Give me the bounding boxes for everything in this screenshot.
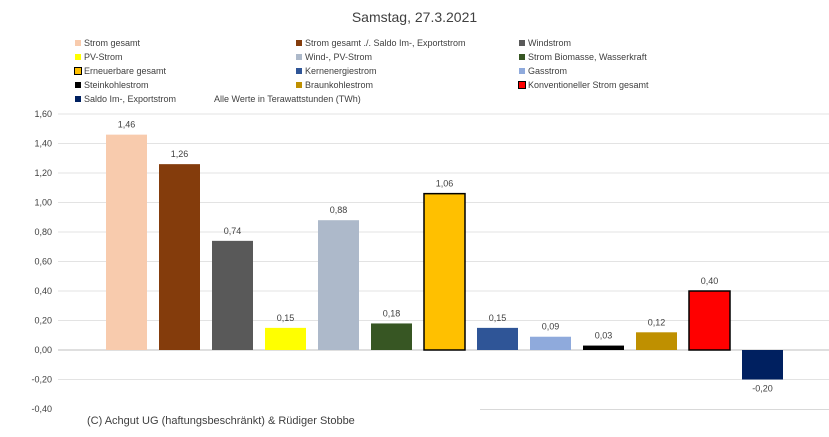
legend-label: Strom gesamt ./. Saldo Im-, Exportstrom — [305, 38, 466, 48]
data-label: 0,40 — [701, 276, 719, 286]
legend-swatch — [519, 54, 525, 60]
y-tick-label: 1,00 — [34, 198, 52, 208]
bar — [477, 327, 518, 350]
unit-note: Alle Werte in Terawattstunden (TWh) — [214, 94, 361, 104]
legend-item: Saldo Im-, Exportstrom — [75, 94, 176, 104]
chart-title: Samstag, 27.3.2021 — [351, 9, 478, 25]
legend-swatch — [296, 68, 302, 74]
bar — [423, 192, 466, 351]
y-tick-label: 1,20 — [34, 168, 52, 178]
bar — [106, 134, 147, 350]
copyright-notice: (C) Achgut UG (haftungsbeschränkt) & Rüd… — [87, 415, 355, 427]
legend-swatch — [75, 96, 81, 102]
y-tick-label: 0,00 — [34, 345, 52, 355]
legend-item: Gasstrom — [519, 66, 567, 76]
legend-item: Braunkohlestrom — [296, 80, 373, 90]
y-tick-label: 0,20 — [34, 316, 52, 326]
legend-label: Strom gesamt — [84, 38, 141, 48]
legend-item: Konventioneller Strom gesamt — [518, 80, 649, 90]
bar — [636, 332, 677, 350]
legend-swatch — [74, 67, 82, 75]
y-tick-label: 0,80 — [34, 227, 52, 237]
data-label: 0,09 — [542, 322, 560, 332]
legend-label: Windstrom — [528, 38, 572, 48]
y-tick-label: 1,40 — [34, 139, 52, 149]
footer-divider — [480, 409, 829, 410]
legend-swatch — [519, 68, 525, 74]
legend-label: Saldo Im-, Exportstrom — [84, 94, 177, 104]
data-label: 0,18 — [383, 308, 401, 318]
legend-item: Strom gesamt — [75, 38, 140, 48]
data-label: 0,15 — [277, 313, 295, 323]
legend-item: Kernenergiestrom — [296, 66, 377, 76]
bar — [742, 350, 783, 380]
bar — [530, 336, 571, 350]
y-tick-label: 0,60 — [34, 257, 52, 267]
legend-label: Konventioneller Strom gesamt — [528, 80, 649, 90]
legend-label: Braunkohlestrom — [305, 80, 374, 90]
bar — [159, 164, 200, 350]
data-label: -0,20 — [752, 384, 773, 394]
legend-swatch — [519, 40, 525, 46]
data-label: 0,15 — [489, 313, 507, 323]
legend-label: Strom Biomasse, Wasserkraft — [528, 52, 647, 62]
data-label: 0,12 — [648, 317, 666, 327]
legend-swatch — [518, 81, 526, 89]
data-label: 0,74 — [224, 226, 242, 236]
bar — [583, 345, 624, 350]
data-label: 0,88 — [330, 205, 348, 215]
legend-swatch — [75, 40, 81, 46]
legend-swatch — [296, 82, 302, 88]
data-label: 1,26 — [171, 149, 189, 159]
y-tick-label: -0,40 — [31, 404, 52, 414]
legend-item: Windstrom — [519, 38, 571, 48]
data-label: 1,06 — [436, 179, 454, 189]
legend-swatch — [75, 82, 81, 88]
data-label: 0,03 — [595, 331, 613, 341]
legend-item: Strom Biomasse, Wasserkraft — [519, 52, 647, 62]
legend-item: Steinkohlestrom — [75, 80, 149, 90]
legend-label: Steinkohlestrom — [84, 80, 149, 90]
legend-item: Strom gesamt ./. Saldo Im-, Exportstrom — [296, 38, 466, 48]
legend-swatch — [296, 40, 302, 46]
bar — [318, 220, 359, 350]
legend-item: PV-Strom — [75, 52, 123, 62]
y-tick-label: 0,40 — [34, 286, 52, 296]
legend-label: Wind-, PV-Strom — [305, 52, 373, 62]
legend-item: Erneuerbare gesamt — [74, 66, 167, 76]
legend-label: Gasstrom — [528, 66, 568, 76]
bar — [212, 240, 253, 350]
bar — [371, 323, 412, 350]
legend-label: PV-Strom — [84, 52, 123, 62]
bar — [688, 290, 731, 351]
data-label: 1,46 — [118, 120, 136, 130]
bar — [265, 327, 306, 350]
y-tick-label: 1,60 — [34, 109, 52, 119]
legend-swatch — [296, 54, 302, 60]
legend-label: Kernenergiestrom — [305, 66, 377, 76]
y-tick-label: -0,20 — [31, 375, 52, 385]
legend-label: Erneuerbare gesamt — [84, 66, 167, 76]
legend-swatch — [75, 54, 81, 60]
legend-item: Wind-, PV-Strom — [296, 52, 372, 62]
